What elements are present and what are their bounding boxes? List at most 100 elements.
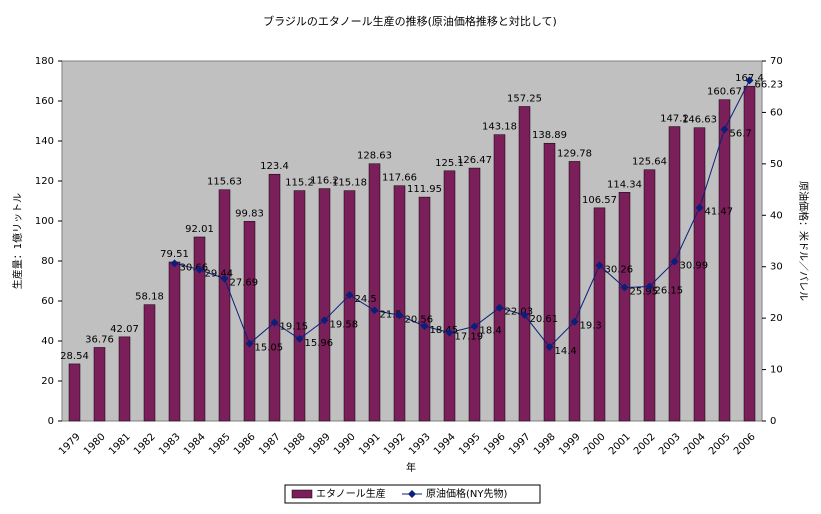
bar — [618, 192, 631, 422]
bar — [318, 188, 331, 422]
bar-value-label: 123.4 — [260, 161, 289, 172]
line-value-label: 18.4 — [480, 325, 502, 336]
line-value-label: 20.56 — [405, 314, 434, 325]
bar-value-label: 157.25 — [507, 94, 542, 105]
bar-value-label: 106.57 — [582, 195, 617, 206]
bar — [93, 347, 106, 422]
line-value-label: 30.66 — [180, 262, 209, 273]
y-tick-label: 180 — [35, 56, 54, 67]
line-marker — [520, 311, 529, 320]
line-value-label: 18.45 — [430, 325, 459, 336]
y-tick-label: 160 — [35, 96, 54, 107]
bar-value-label: 99.83 — [235, 208, 264, 219]
x-tick-label: 2005 — [707, 431, 733, 457]
line-marker — [570, 317, 579, 326]
x-tick-label: 1983 — [157, 431, 183, 457]
x-tick-label: 1981 — [107, 431, 133, 457]
bar-value-label: 147.2 — [660, 114, 689, 125]
y-tick-label: 20 — [41, 376, 54, 387]
line-marker — [370, 306, 379, 315]
bar-value-label: 117.66 — [382, 173, 417, 184]
line-value-label: 25.95 — [630, 287, 659, 298]
bar — [468, 167, 481, 422]
y2-axis-label: 原油価格：米ドル／バレル — [797, 181, 810, 301]
line-marker — [270, 318, 279, 327]
y-tick-label: 40 — [41, 336, 54, 347]
line-marker — [695, 203, 704, 212]
x-tick-label: 2004 — [682, 431, 708, 457]
x-tick-label: 1980 — [82, 431, 108, 457]
line-value-label: 27.69 — [230, 278, 259, 289]
x-tick-label: 1997 — [507, 431, 533, 457]
line-marker — [745, 76, 754, 85]
bar — [693, 127, 706, 422]
x-tick-label: 1988 — [282, 431, 308, 457]
y-tick-label: 120 — [35, 176, 54, 187]
line-marker — [220, 274, 229, 283]
bar — [668, 126, 681, 422]
plot-area — [61, 60, 763, 422]
bar-value-label: 129.78 — [557, 148, 592, 159]
x-tick-label: 1982 — [132, 431, 158, 457]
y-tick-label: 100 — [35, 216, 54, 227]
line — [174, 80, 750, 348]
y2-tick-label: 50 — [770, 159, 783, 170]
line-marker — [345, 291, 354, 299]
y-axis-label: 生産量：1億リットル — [11, 193, 24, 289]
bar — [443, 170, 456, 422]
bar-value-label: 138.89 — [532, 130, 567, 141]
line-value-label: 24.5 — [355, 294, 377, 305]
line-marker — [170, 259, 179, 268]
bar — [168, 261, 181, 422]
y2-tick-label: 70 — [770, 56, 783, 67]
bar-value-label: 111.95 — [407, 184, 442, 195]
line-value-label: 15.96 — [305, 338, 334, 349]
bar — [68, 363, 81, 422]
bar — [143, 304, 156, 422]
bar-value-label: 128.63 — [357, 151, 392, 162]
line-value-label: 15.05 — [255, 343, 284, 354]
x-tick-label: 2001 — [607, 431, 633, 457]
bar-value-label: 125.1 — [435, 158, 464, 169]
line-marker — [720, 125, 729, 134]
line-value-label: 20.61 — [530, 314, 559, 325]
y2-tick-label: 40 — [770, 210, 783, 221]
bar-value-label: 114.34 — [607, 179, 642, 190]
line-value-label: 21.5 — [380, 309, 402, 320]
line-value-label: 19.15 — [280, 322, 309, 333]
legend-marker — [408, 490, 416, 498]
line-marker — [645, 282, 654, 291]
y-tick-label: 80 — [41, 256, 54, 267]
x-tick-label: 1999 — [557, 431, 583, 457]
bar-value-label: 36.76 — [85, 334, 114, 345]
bar-value-label: 125.64 — [632, 157, 667, 168]
line-marker — [395, 311, 404, 320]
y2-tick-label: 30 — [770, 262, 783, 273]
bar-value-label: 28.54 — [60, 351, 89, 362]
x-tick-label: 1994 — [432, 431, 458, 457]
line-value-label: 30.99 — [680, 261, 709, 272]
bar — [643, 169, 656, 422]
x-tick-label: 1996 — [482, 431, 508, 457]
line-marker — [295, 334, 304, 343]
x-tick-label: 1998 — [532, 431, 558, 457]
bar-value-label: 126.47 — [457, 155, 492, 166]
bar — [293, 190, 306, 422]
line-marker — [195, 265, 204, 274]
bar — [393, 185, 406, 422]
y-tick-label: 60 — [41, 296, 54, 307]
line-value-label: 30.26 — [605, 264, 634, 275]
y2-tick-label: 20 — [770, 313, 783, 324]
x-tick-label: 2006 — [732, 431, 758, 457]
line-value-label: 14.4 — [555, 346, 577, 357]
bar — [243, 221, 256, 422]
line-marker — [670, 257, 679, 266]
x-tick-label: 1995 — [457, 431, 483, 457]
x-tick-label: 1992 — [382, 431, 408, 457]
bar-value-label: 42.07 — [110, 324, 139, 335]
x-tick-label: 1979 — [57, 431, 83, 457]
y-tick-label: 140 — [35, 136, 54, 147]
bar-value-label: 116.2 — [310, 176, 339, 187]
line-value-label: 29.44 — [205, 269, 234, 280]
